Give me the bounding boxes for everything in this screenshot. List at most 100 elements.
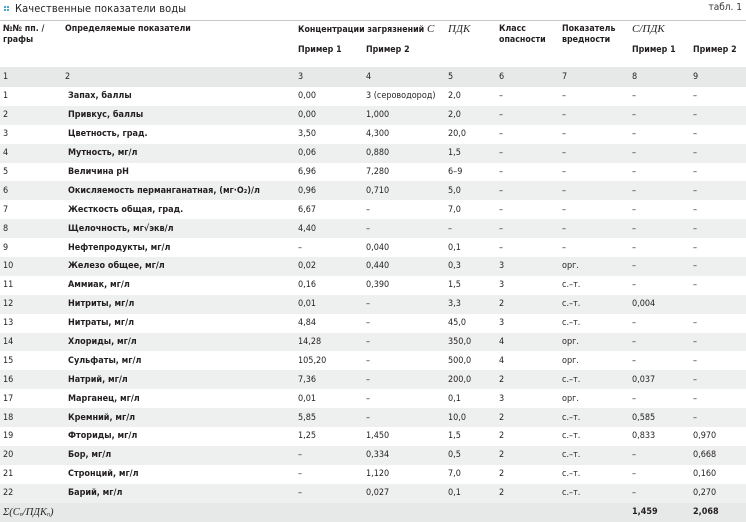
column-number-row: 1 2 3 4 5 6 7 8 9 <box>0 67 746 87</box>
column-number: 5 <box>445 67 496 87</box>
water-quality-table: №№ пп. / графы Определяемые показатели К… <box>0 21 746 522</box>
conc-example-2: – <box>363 332 445 352</box>
hazard-class: – <box>499 129 504 140</box>
parameter-name: Нитраты, мг/л <box>68 318 135 329</box>
sum-label-cell: Σ(Cn/ПДКn) <box>0 502 629 522</box>
row-number: 15 <box>3 355 14 366</box>
parameter-name: Барий, мг/л <box>62 483 295 503</box>
parameter-name: Кремний, мг/л <box>62 408 295 428</box>
header-hazard-class: Класс опасности <box>499 24 546 45</box>
row-number: 18 <box>0 408 62 428</box>
pdk-value: 1,5 <box>445 143 496 163</box>
conc-example-1: 0,01 <box>298 393 317 404</box>
conc-example-1: – <box>298 469 303 480</box>
parameter-name: Аммиак, мг/л <box>68 280 130 291</box>
ratio-example-2: – <box>690 370 746 390</box>
row-number: 13 <box>3 318 14 329</box>
table-row: 8 Щелочность, мг√экв/л 4,40– – – – – – <box>0 219 746 239</box>
ratio-example-2: 0,970 <box>693 431 717 442</box>
table-number: табл. 1 <box>708 2 743 13</box>
row-number: 19 <box>3 431 14 442</box>
ratio-example-2: 0,160 <box>693 469 717 480</box>
harm-indicator: орг. <box>562 393 579 404</box>
harm-indicator: – <box>562 204 567 215</box>
conc-example-1: 4,84 <box>298 318 317 329</box>
row-number: 20 <box>0 445 62 465</box>
parameter-name: Привкус, баллы <box>62 105 295 125</box>
ratio-example-2: – <box>693 242 698 253</box>
table-row: 22 Барий, мг/л –0,027 0,1 2 с.–т. –0,270 <box>0 483 746 503</box>
ratio-example-2: – <box>690 181 746 201</box>
pdk-value: 350,0 <box>445 332 496 352</box>
pdk-value: 2,0 <box>445 105 496 125</box>
conc-example-1: 0,02 <box>295 257 363 276</box>
conc-example-2: 0,027 <box>363 483 445 503</box>
table-row: 17 Марганец, мг/л 0,01 – 0,1 3 орг. – – <box>0 389 746 408</box>
parameter-name: Натрий, мг/л <box>62 370 295 390</box>
harm-indicator: – <box>562 242 567 253</box>
row-number: 6 <box>0 181 62 201</box>
ratio-example-1: – <box>632 129 637 140</box>
pdk-value: 7,0 <box>448 469 461 480</box>
table-row: 20 Бор, мг/л –0,334 0,5 2 с.–т. –0,668 <box>0 445 746 465</box>
parameter-name: Запах, баллы <box>68 91 132 102</box>
ratio-example-1: – <box>629 143 690 163</box>
harm-indicator: – <box>559 105 629 125</box>
ratio-example-1: – <box>632 393 637 404</box>
header-concentration-label: Концентрации загрязнений <box>298 25 425 35</box>
header-example-1: Пример 1 <box>298 45 342 55</box>
parameter-name: Стронций, мг/л <box>68 469 139 480</box>
hazard-class: – <box>496 181 559 201</box>
ratio-example-2: – <box>693 393 698 404</box>
pdk-value: 0,5 <box>445 445 496 465</box>
ratio-example-2: – <box>693 167 698 177</box>
parameter-name: Нефтепродукты, мг/л <box>68 242 171 253</box>
hazard-class: 2 <box>499 469 505 480</box>
ratio-example-1: – <box>632 469 637 480</box>
row-number: 11 <box>3 280 14 291</box>
ratio-example-2: – <box>693 280 698 291</box>
row-number: 16 <box>0 370 62 390</box>
harm-indicator: с.–т. <box>559 445 629 465</box>
hazard-class: 3 <box>499 393 505 404</box>
conc-example-2: 3 (сероводород) <box>366 91 436 102</box>
conc-example-1: 0,16 <box>298 280 317 291</box>
parameter-name: Железо общее, мг/л <box>62 257 295 276</box>
conc-example-2: 1,450 <box>366 431 390 442</box>
harm-indicator: – <box>559 181 629 201</box>
conc-example-2: – <box>366 204 371 215</box>
column-number: 7 <box>559 67 629 87</box>
hazard-class: 4 <box>496 332 559 352</box>
conc-example-1: 7,36 <box>295 370 363 390</box>
ratio-example-2: – <box>693 204 698 215</box>
ratio-example-1: – <box>632 318 637 329</box>
ratio-example-1: 0,037 <box>629 370 690 390</box>
ratio-example-1: – <box>632 355 637 366</box>
table-row: 15 Сульфаты, мг/л 105,20 – 500,0 4 орг. – – <box>0 351 746 370</box>
pdk-value: 5,0 <box>445 181 496 201</box>
pdk-value: 45,0 <box>448 318 467 329</box>
parameter-name: Нитриты, мг/л <box>62 294 295 314</box>
ratio-example-2: 0,668 <box>690 445 746 465</box>
conc-example-2: – <box>366 393 371 404</box>
ratio-example-1: 0,004 <box>629 294 690 314</box>
ratio-example-2: 0,270 <box>690 483 746 503</box>
hazard-class: 2 <box>496 483 559 503</box>
table-row: 13 Нитраты, мг/л 4,84 – 45,0 3 с.–т. – – <box>0 314 746 333</box>
table-row: 10 Железо общее, мг/л 0,02 0,440 0,3 3 орг. – – <box>0 257 746 276</box>
conc-example-1: 0,00 <box>298 91 317 102</box>
pdk-value: 10,0 <box>445 408 496 428</box>
header-concentration: Концентрации загрязнений C <box>295 21 445 45</box>
column-number: 9 <box>690 67 746 87</box>
row-number: 4 <box>0 143 62 163</box>
table-row: 12 Нитриты, мг/л 0,01–3,3 2 с.–т. 0,004 <box>0 294 746 314</box>
conc-example-1: 1,25 <box>298 431 317 442</box>
column-number: 6 <box>496 67 559 87</box>
conc-example-1: 6,67 <box>298 204 317 215</box>
hazard-class: – <box>496 143 559 163</box>
sum-row: Σ(Cn/ПДКn) 1,459 2,068 <box>0 502 746 522</box>
table-title: Качественные показатели воды <box>15 2 187 15</box>
pdk-value: 0,1 <box>445 483 496 503</box>
pdk-value: 1,5 <box>448 431 461 442</box>
header-ratio-example-1: Пример 1 <box>632 45 676 55</box>
